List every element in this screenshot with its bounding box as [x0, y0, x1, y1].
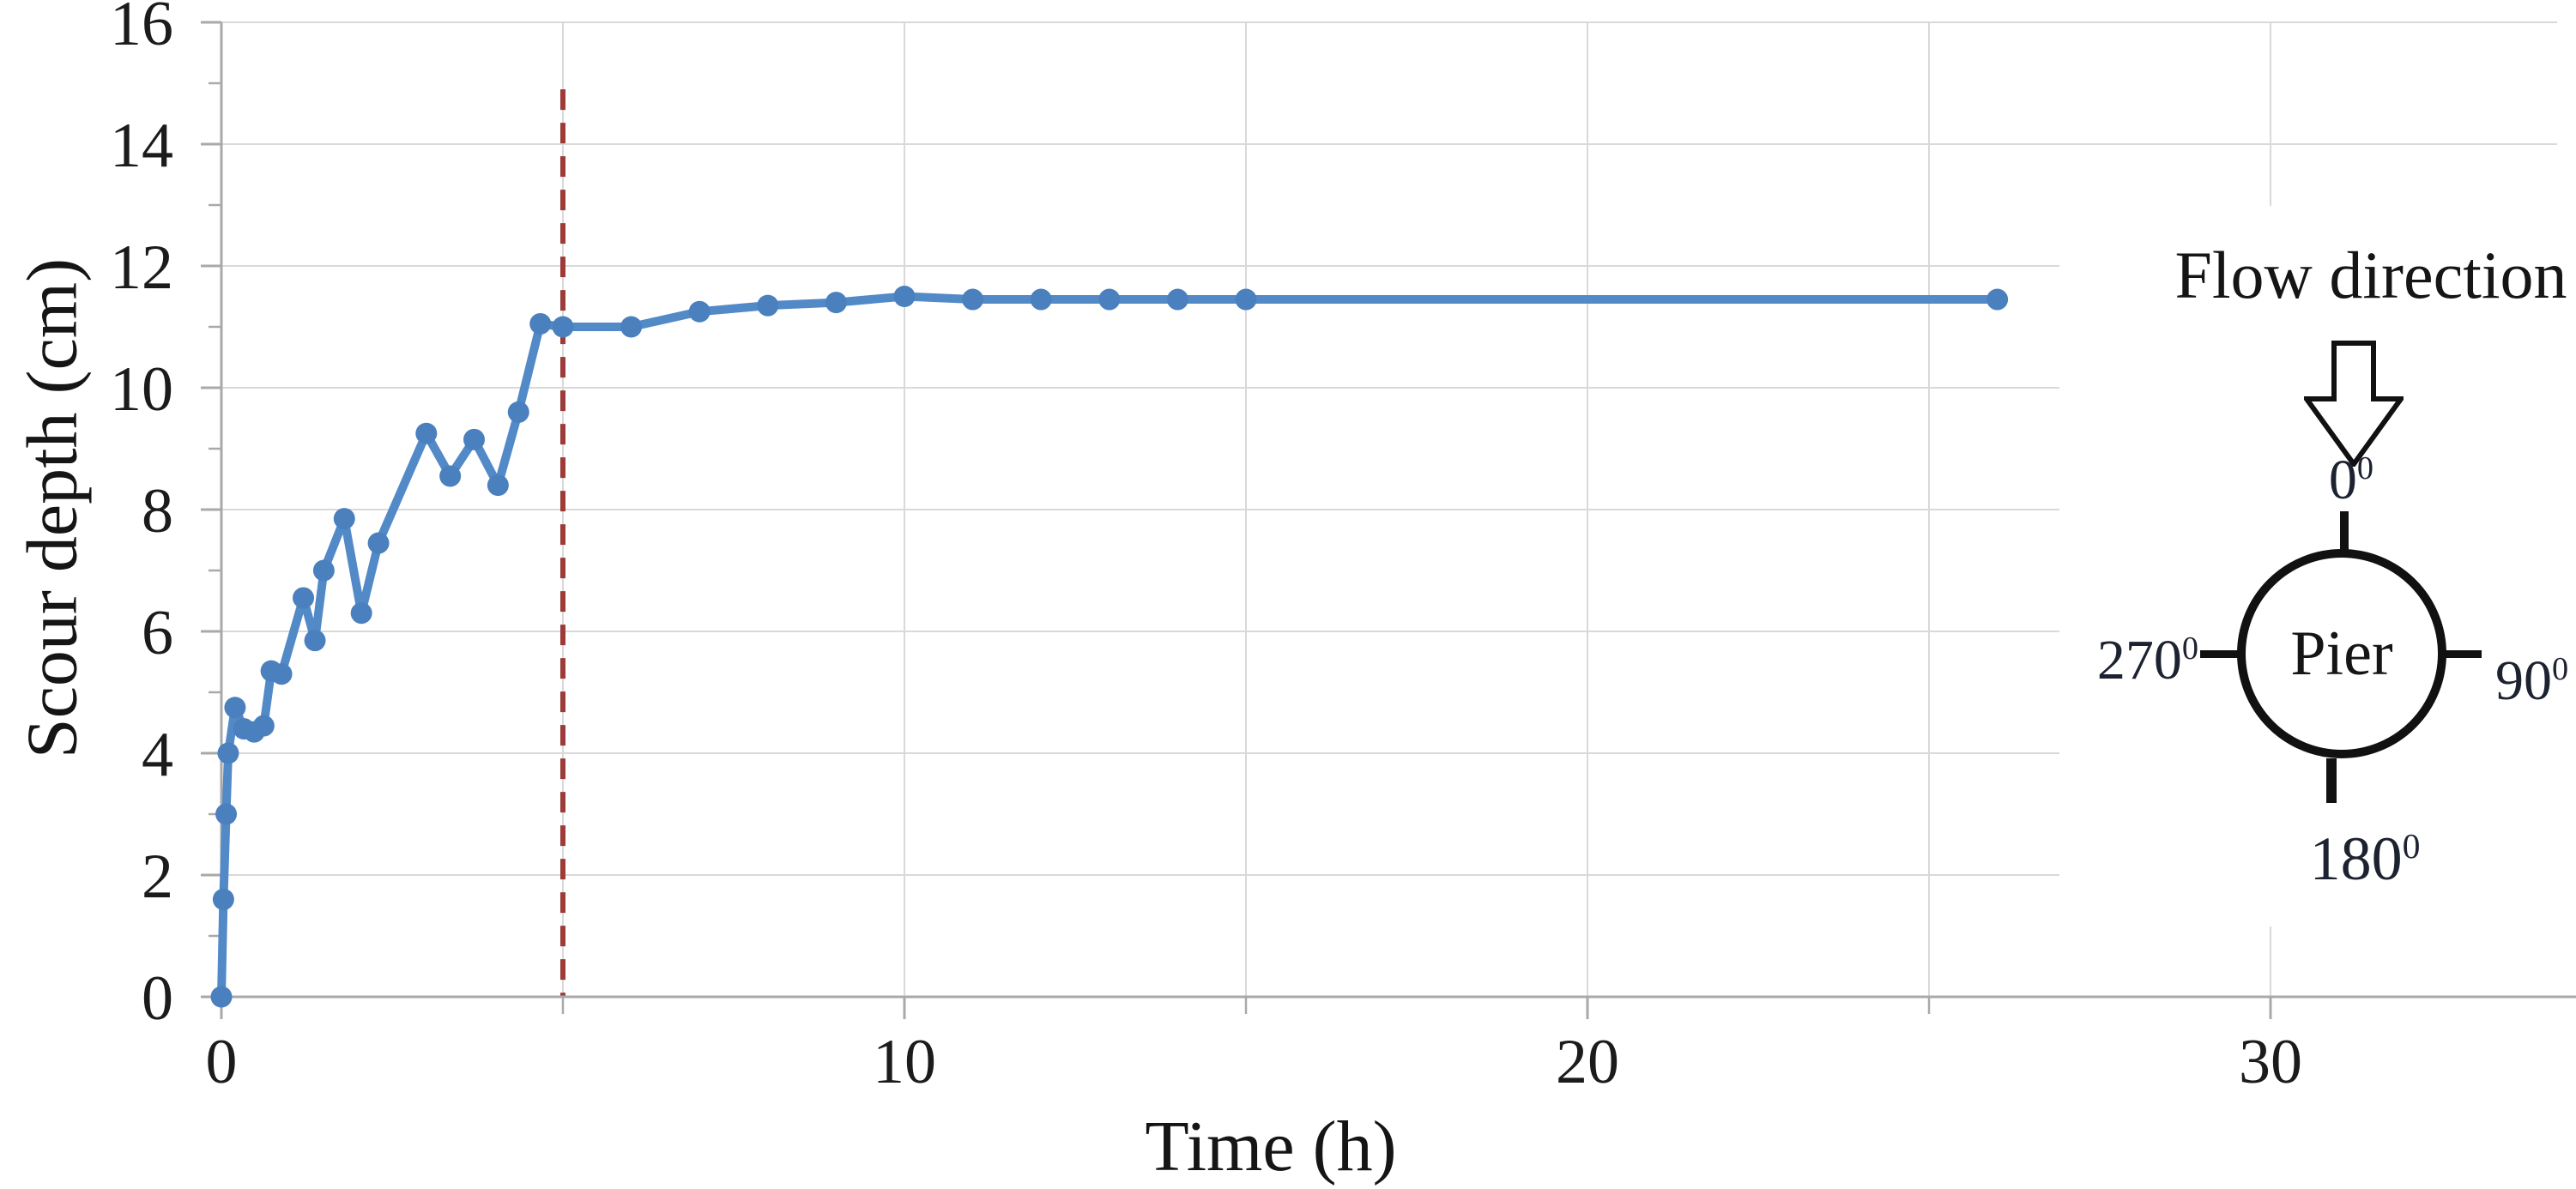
data-point-marker: [333, 508, 355, 530]
angle-label-180: 1800: [2309, 824, 2421, 893]
y-tick-label: 14: [110, 111, 173, 181]
axis-ticks: [201, 21, 2272, 1019]
data-point-marker: [529, 312, 552, 335]
series-line: [217, 292, 2002, 1001]
x-tick-labels: 0 10 20 30: [206, 1027, 2303, 1097]
data-point-marker: [1235, 288, 1257, 311]
pier-circle: Pier: [2237, 549, 2446, 758]
x-tick-label: 0: [206, 1027, 238, 1097]
x-tick-label: 30: [2239, 1027, 2302, 1097]
pier-angle-tick-top: [2340, 511, 2349, 552]
x-axis-title: Time (h): [1145, 1107, 1397, 1186]
pier-angle-tick-right: [2444, 650, 2482, 658]
x-tick-label: 20: [1556, 1027, 1619, 1097]
y-tick-label: 10: [110, 354, 173, 425]
series-markers: [210, 286, 2009, 1008]
flow-direction-inset: Flow direction Pier 00 900 1800 2700: [2059, 206, 2576, 926]
y-tick-labels: 0 2 4 6 8 10 12 14 16: [110, 0, 173, 1034]
pier-angle-tick-left: [2200, 650, 2240, 658]
data-point-marker: [620, 316, 643, 338]
y-tick-label: 6: [142, 598, 173, 668]
flow-direction-arrow-icon: [2301, 341, 2406, 469]
data-point-marker: [552, 316, 574, 338]
data-point-marker: [893, 286, 916, 307]
data-point-marker: [439, 465, 462, 487]
scour-depth-line: [217, 292, 2002, 1001]
flow-direction-label: Flow direction: [2174, 238, 2567, 312]
y-tick-label: 0: [142, 963, 173, 1034]
data-point-marker: [1986, 288, 2009, 311]
pier-angle-tick-bottom: [2326, 758, 2337, 803]
y-tick-label: 12: [110, 232, 173, 303]
angle-label-90: 900: [2495, 649, 2569, 712]
data-point-marker: [212, 888, 234, 910]
data-point-marker: [252, 715, 275, 737]
data-point-marker: [1166, 288, 1188, 311]
data-point-marker: [1098, 288, 1121, 311]
angle-label-270: 2700: [2096, 629, 2198, 691]
data-point-marker: [312, 559, 335, 582]
angle-label-0: 00: [2328, 449, 2374, 511]
data-point-marker: [688, 300, 711, 323]
y-tick-label: 16: [110, 0, 173, 59]
data-point-marker: [825, 292, 847, 314]
data-point-marker: [463, 428, 486, 450]
y-axis-title: Scour depth (cm): [12, 257, 93, 759]
data-point-marker: [367, 532, 390, 554]
y-tick-label: 2: [142, 842, 173, 912]
data-point-marker: [507, 401, 529, 423]
data-point-marker: [350, 602, 372, 625]
data-point-marker: [293, 587, 315, 609]
data-point-marker: [962, 288, 984, 311]
y-tick-label: 4: [142, 720, 173, 790]
data-point-marker: [210, 986, 233, 1008]
pier-label: Pier: [2290, 618, 2393, 689]
x-tick-label: 10: [873, 1027, 936, 1097]
data-point-marker: [1030, 288, 1052, 311]
data-point-marker: [415, 422, 438, 444]
y-tick-label: 8: [142, 476, 173, 546]
data-point-marker: [217, 742, 239, 764]
data-point-marker: [270, 663, 293, 685]
data-point-marker: [224, 697, 246, 719]
data-point-marker: [487, 474, 509, 497]
data-point-marker: [215, 803, 238, 825]
data-point-marker: [757, 294, 779, 317]
data-point-marker: [304, 630, 326, 652]
